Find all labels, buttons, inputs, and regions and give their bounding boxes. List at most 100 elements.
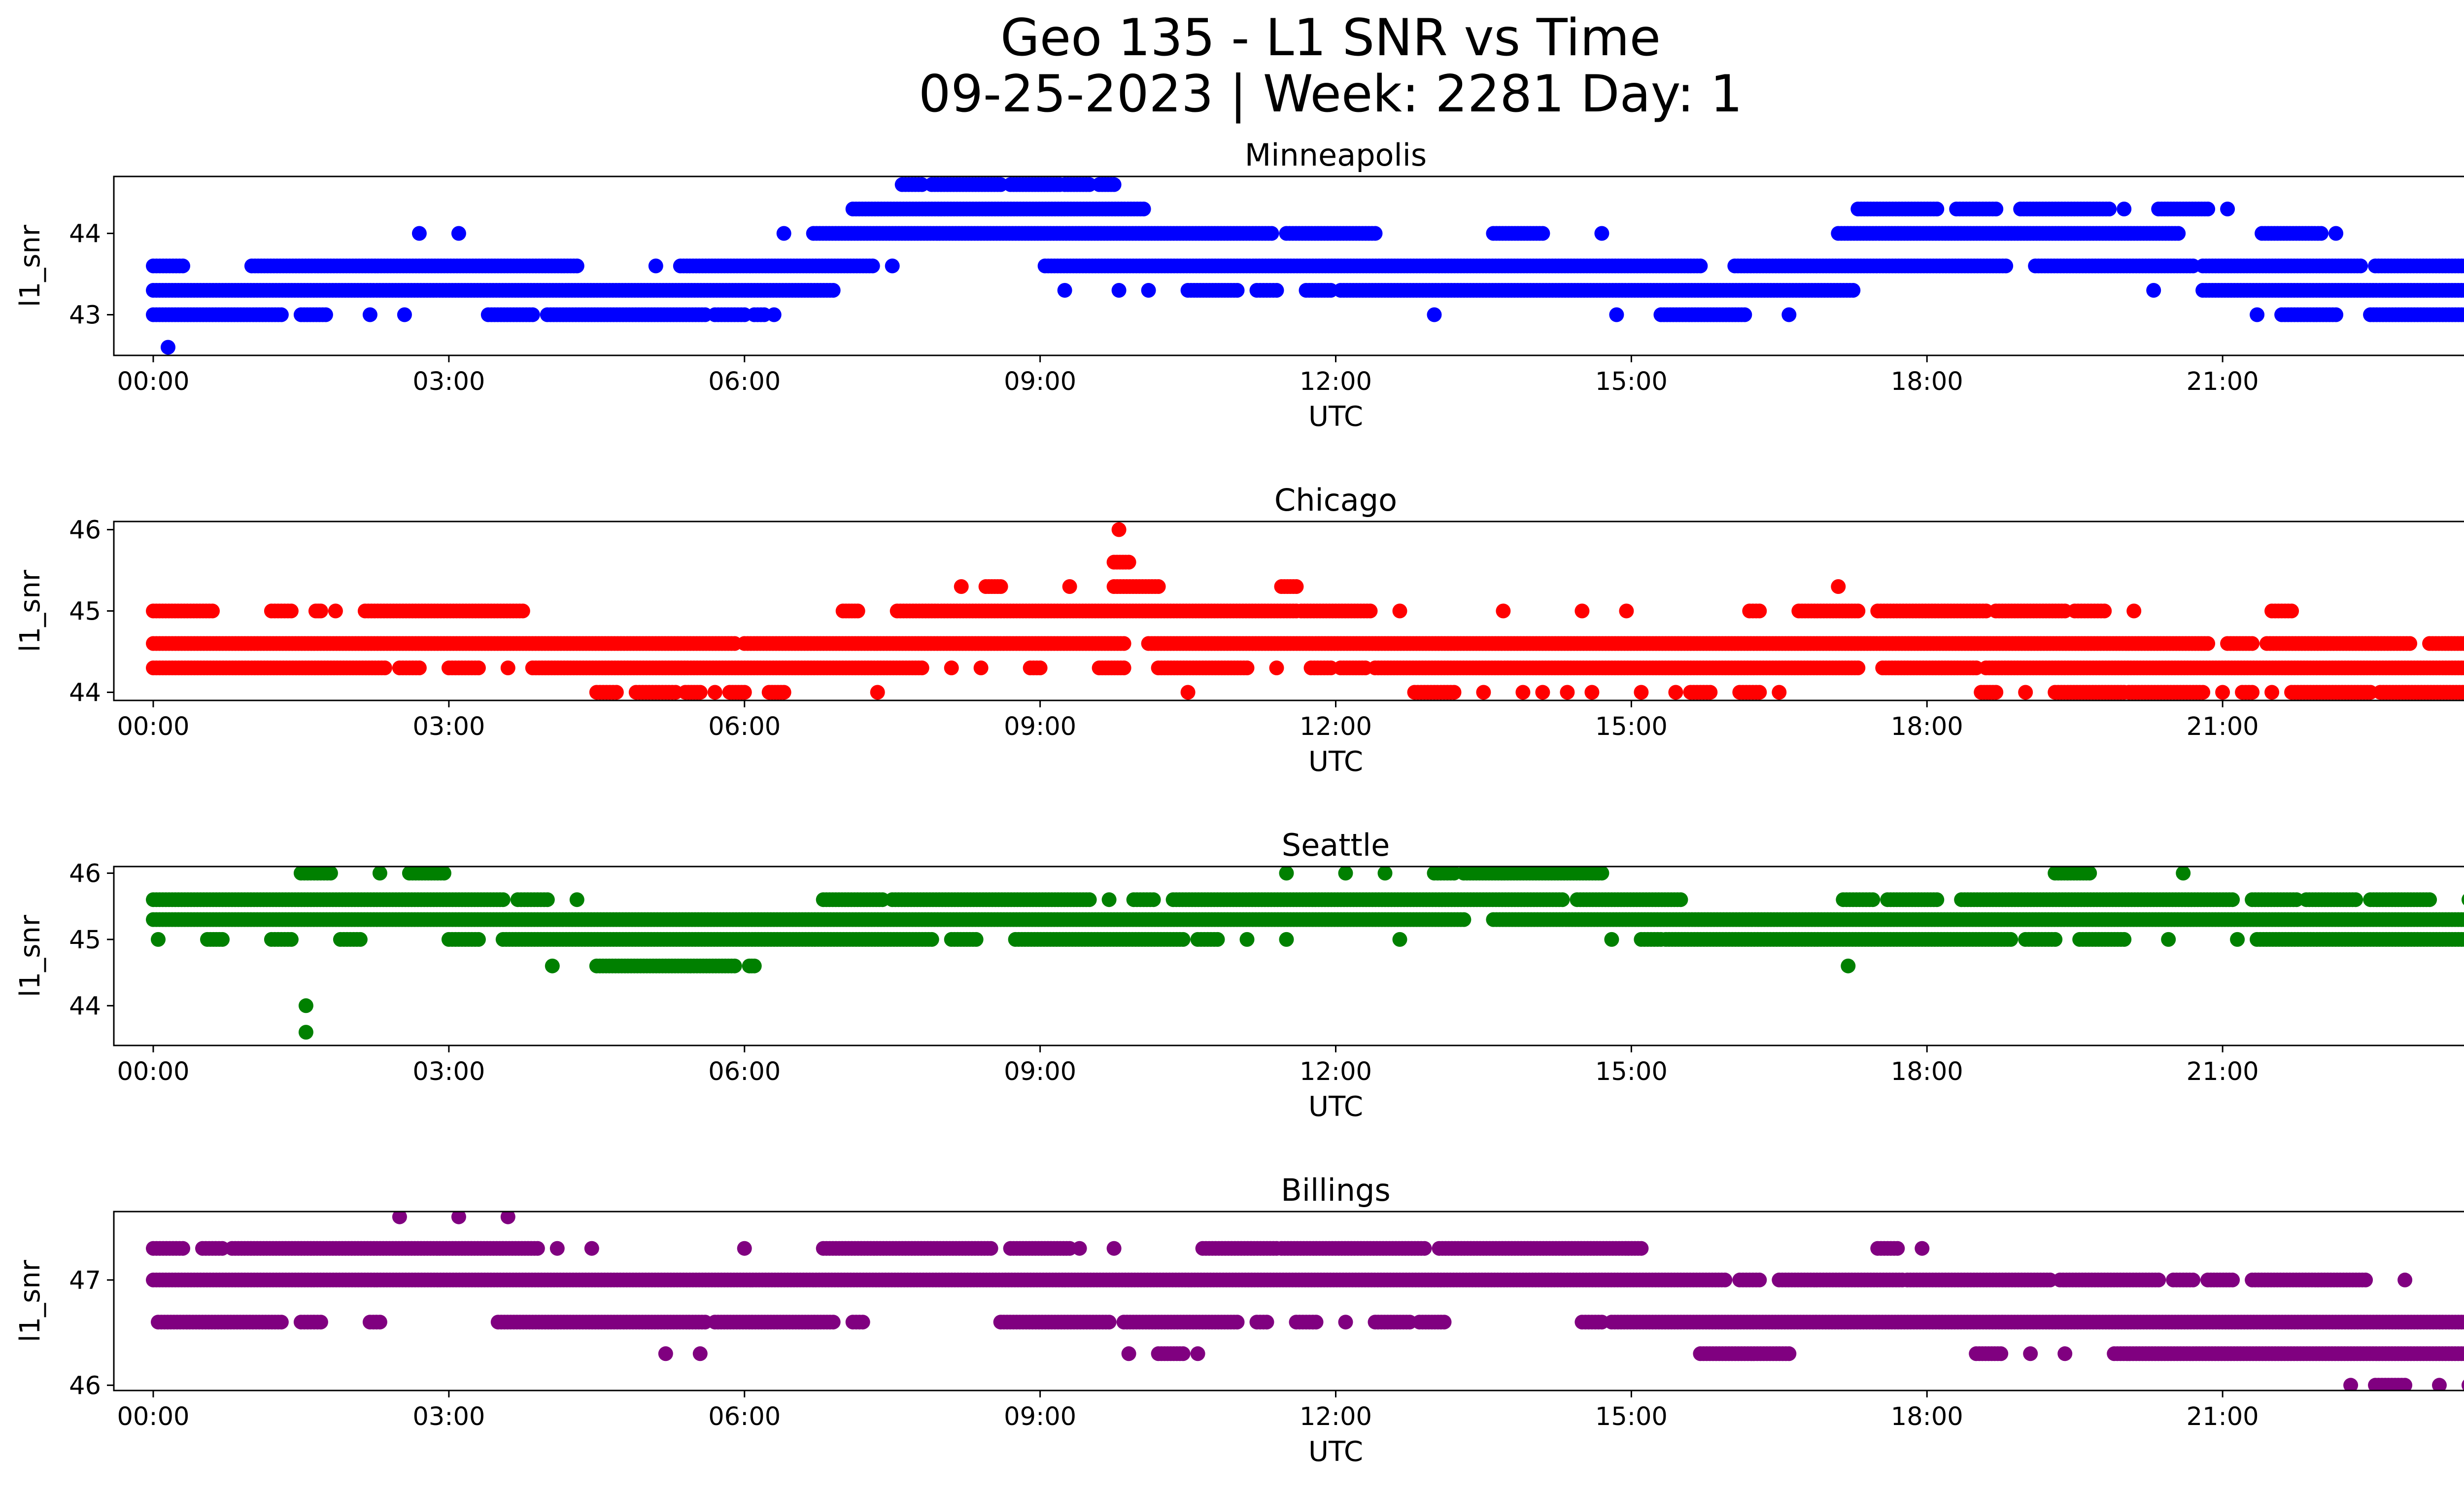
data-point <box>1230 283 1245 298</box>
y-tick-label: 46 <box>69 516 101 545</box>
x-tick-label: 18:00 <box>1891 712 1963 741</box>
data-point <box>2220 202 2235 216</box>
data-point <box>1279 932 1294 947</box>
x-tick-label: 15:00 <box>1595 367 1668 396</box>
data-point <box>397 307 412 322</box>
data-point <box>471 661 486 675</box>
data-point <box>318 307 333 322</box>
data-point <box>2460 308 2464 321</box>
data-point <box>2284 603 2299 619</box>
data-point <box>1392 603 1407 619</box>
data-point <box>1737 307 1752 322</box>
data-point <box>2245 685 2260 700</box>
data-point <box>2048 932 2063 947</box>
data-point <box>1535 226 1550 241</box>
data-point <box>2353 258 2368 274</box>
data-point <box>865 258 880 274</box>
y-axis-label: l1_snr <box>14 224 46 307</box>
subplot-title: Chicago <box>1274 482 1397 518</box>
data-point <box>1988 202 2004 216</box>
data-point <box>2200 636 2216 651</box>
data-point <box>313 603 328 619</box>
data-point <box>2314 226 2329 241</box>
data-point <box>2195 685 2211 700</box>
data-point <box>954 579 969 594</box>
data-point <box>1456 912 1472 927</box>
data-point <box>283 603 299 619</box>
y-tick-label: 44 <box>69 220 101 249</box>
data-point <box>1693 258 1708 274</box>
data-point <box>1476 685 1491 700</box>
data-point <box>2245 636 2260 651</box>
x-axis-label: UTC <box>1308 746 1363 778</box>
data-point <box>1392 932 1407 947</box>
data-point <box>1604 932 1619 947</box>
data-point <box>850 603 865 619</box>
x-tick-label: 12:00 <box>1300 367 1372 396</box>
data-point <box>1239 661 1255 675</box>
data-point <box>1619 603 1634 619</box>
data-point <box>328 603 343 619</box>
data-point <box>993 579 1008 594</box>
data-point <box>1998 258 2014 274</box>
x-tick-label: 03:00 <box>412 712 485 741</box>
x-tick-label: 09:00 <box>1004 367 1076 396</box>
x-axis-label: UTC <box>1308 401 1363 433</box>
x-tick-label: 00:00 <box>117 712 189 741</box>
data-point <box>2161 932 2176 947</box>
x-tick-label: 15:00 <box>1595 712 1668 741</box>
data-point <box>1057 283 1072 298</box>
figure-title-line2: 09-25-2023 | Week: 2281 Day: 1 <box>919 65 1743 124</box>
data-point <box>2457 636 2464 651</box>
data-point <box>2097 603 2112 619</box>
data-point <box>707 685 722 700</box>
data-point <box>2328 226 2344 241</box>
data-point <box>451 226 466 241</box>
data-point <box>1703 685 1718 700</box>
y-tick-label: 43 <box>69 301 101 330</box>
data-point <box>2126 603 2142 619</box>
data-point <box>1668 685 1683 700</box>
data-point <box>766 307 782 322</box>
x-tick-label: 06:00 <box>708 367 781 396</box>
data-point <box>2462 687 2464 698</box>
data-point <box>2461 259 2464 273</box>
data-point <box>205 603 220 619</box>
data-point <box>1850 603 1866 619</box>
data-point <box>175 258 190 274</box>
data-point <box>2018 685 2033 700</box>
x-tick-label: 18:00 <box>1891 367 1963 396</box>
data-point <box>2460 284 2464 297</box>
data-point <box>1772 685 1787 700</box>
data-point <box>825 283 841 298</box>
data-point <box>968 932 984 947</box>
data-point <box>2328 307 2344 322</box>
data-point <box>1446 685 1462 700</box>
data-point <box>1594 226 1609 241</box>
data-point <box>737 685 752 700</box>
data-point <box>1111 522 1127 537</box>
data-point <box>973 661 989 675</box>
data-point <box>515 603 530 619</box>
subplot-title: Seattle <box>1282 827 1390 863</box>
data-point <box>1106 177 1122 192</box>
data-point <box>2230 932 2245 947</box>
data-point <box>2171 226 2186 241</box>
data-point <box>2003 932 2019 947</box>
data-point <box>2146 283 2161 298</box>
data-point <box>609 685 624 700</box>
data-point <box>411 226 427 241</box>
data-point <box>1116 661 1131 675</box>
data-point <box>471 932 486 947</box>
data-point <box>1496 603 1511 619</box>
data-point <box>747 958 762 973</box>
data-point <box>1264 226 1279 241</box>
data-point <box>1111 283 1127 298</box>
data-point <box>1535 685 1550 700</box>
data-point <box>1210 932 1225 947</box>
x-tick-label: 09:00 <box>1004 712 1076 741</box>
data-point <box>2402 636 2418 651</box>
data-point <box>885 258 900 274</box>
x-tick-label: 06:00 <box>708 712 781 741</box>
y-tick-label: 45 <box>69 597 101 626</box>
